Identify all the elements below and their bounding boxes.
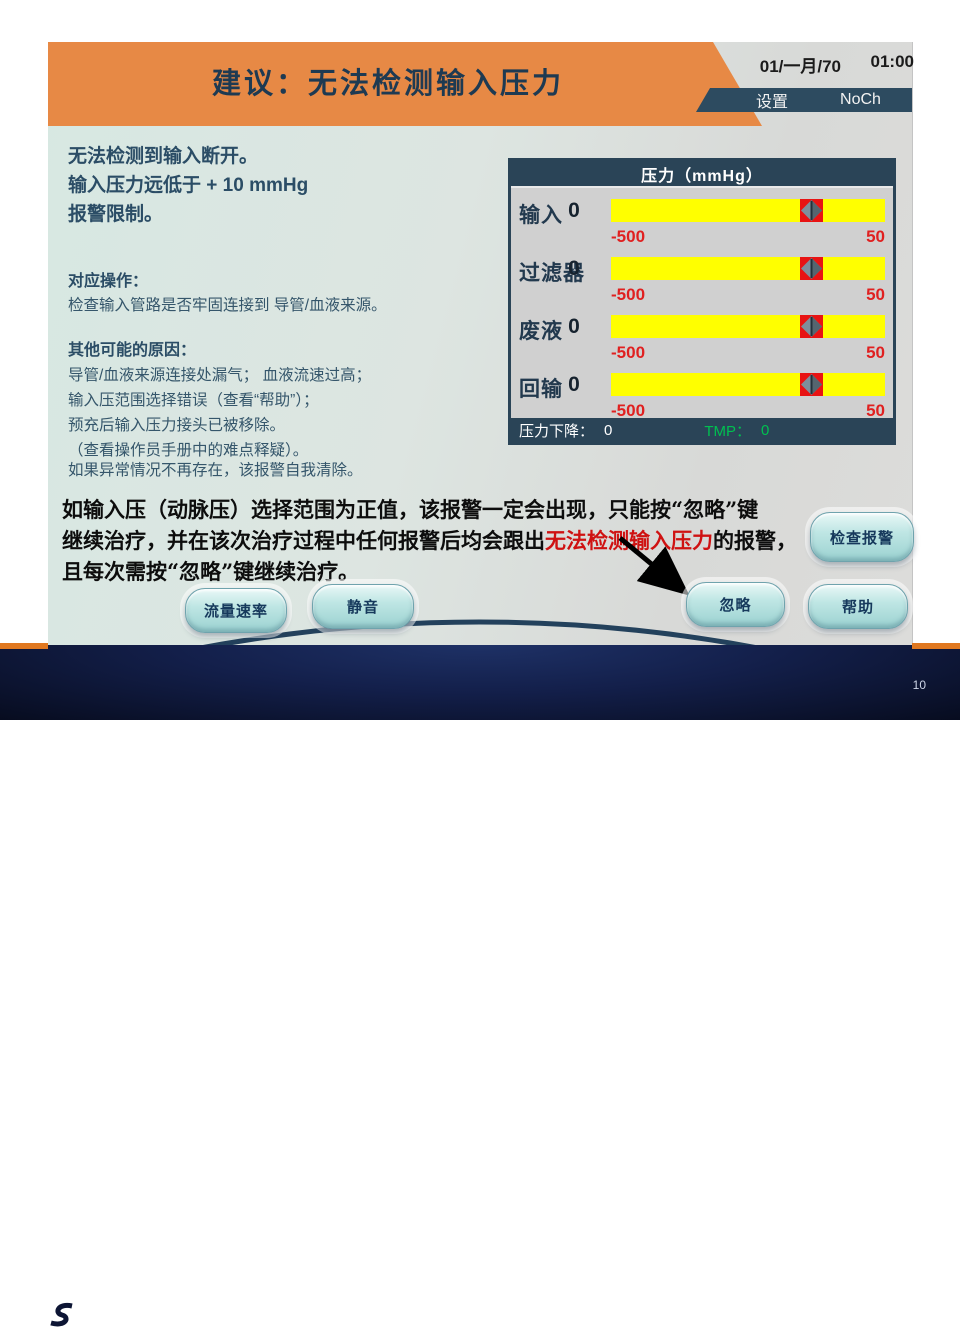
limit-marker-icon — [800, 315, 824, 338]
annotation-line: 如输入压（动脉压）选择范围为正值，该报警一定会出现，只能按“忽略”键 — [62, 497, 759, 522]
cause-line: 导管/血液来源连接处漏气； 血液流速过高； — [68, 367, 372, 384]
pressure-range: -500 50 — [611, 227, 885, 247]
pressure-rows: 输入 0 -500 50 过滤器 0 — [511, 188, 893, 420]
range-max: 50 — [866, 343, 885, 362]
row-value: 0 — [568, 315, 580, 338]
action-block: 对应操作： 检查输入管路是否牢固连接到 导管/血液来源。 — [68, 270, 387, 318]
limit-marker-icon — [800, 199, 824, 222]
annotation-highlight: 无法检测输入压力 — [545, 528, 713, 553]
alarm-title: 建议：无法检测输入压力 — [211, 68, 564, 100]
pressure-row-input: 输入 0 -500 50 — [511, 199, 893, 251]
range-max: 50 — [866, 285, 885, 304]
range-min: -500 — [611, 343, 646, 362]
pressure-bar — [611, 315, 885, 338]
self-clear-note: 如果异常情况不再存在，该报警自我清除。 — [68, 462, 363, 479]
range-max: 50 — [866, 227, 885, 246]
row-label: 废液 — [519, 320, 563, 343]
limit-marker-icon — [800, 257, 824, 280]
range-min: -500 — [611, 401, 646, 420]
annotation-paragraph: 如输入压（动脉压）选择范围为正值，该报警一定会出现，只能按“忽略”键 继续治疗，… — [62, 494, 862, 587]
row-value: 0 — [568, 199, 580, 222]
pressure-bar — [611, 373, 885, 396]
mute-button[interactable]: 静音 — [312, 584, 414, 629]
pressure-row-filter: 过滤器 0 -500 50 — [511, 257, 893, 309]
gambro-logo-icon — [47, 1300, 75, 1328]
pressure-range: -500 50 — [611, 285, 885, 305]
noch-indicator[interactable]: NoCh — [840, 91, 881, 108]
pressure-status-bar: 压力下降： 0 TMP： 0 — [511, 418, 893, 442]
row-label: 回输 — [519, 378, 563, 401]
gambro-logo: GAMBRO ® — [46, 1299, 227, 1333]
help-button[interactable]: 帮助 — [808, 584, 908, 629]
cause-line: 预充后输入压力接头已被移除。 — [68, 417, 286, 434]
footer-band: GAMBRO ® — [0, 645, 960, 1333]
alarm-description: 无法检测到输入断开。 输入压力远低于 + 10 mmHg 报警限制。 — [68, 142, 308, 229]
range-min: -500 — [611, 227, 646, 246]
pressure-panel: 压力（mmHg） 输入 0 -500 50 过滤器 0 — [508, 158, 896, 445]
alarm-banner — [48, 42, 762, 126]
pressure-bar — [611, 257, 885, 280]
settings-bar: 设置 NoCh — [696, 88, 912, 112]
row-label: 过滤器 — [519, 262, 585, 285]
check-alarm-button[interactable]: 检查报警 — [810, 512, 914, 562]
row-value: 0 — [568, 373, 580, 396]
row-label: 输入 — [519, 204, 563, 227]
range-min: -500 — [611, 285, 646, 304]
pressure-range: -500 50 — [611, 343, 885, 363]
tmp-value: 0 — [761, 421, 770, 439]
time-display: 01:00 — [870, 52, 914, 71]
row-value: 0 — [568, 257, 580, 280]
limit-marker-icon — [800, 373, 824, 396]
annotation-line: 且每次需按“忽略”键继续治疗。 — [62, 559, 360, 584]
tmp-label: TMP： — [704, 422, 752, 440]
range-max: 50 — [866, 401, 885, 420]
brand-name: GAMBRO — [80, 1304, 219, 1334]
cause-line: 输入压范围选择错误（查看“帮助”）； — [68, 392, 319, 409]
settings-button[interactable]: 设置 — [756, 94, 789, 111]
pressure-row-return: 回输 0 -500 50 — [511, 373, 893, 425]
pressure-drop-label: 压力下降： — [519, 422, 595, 440]
annotation-line: 继续治疗，并在该次治疗过程中任何报警后均会跟出无法检测输入压力的报警， — [62, 528, 797, 553]
causes-block: 其他可能的原因： 导管/血液来源连接处漏气； 血液流速过高； 输入压范围选择错误… — [68, 338, 371, 463]
alarm-line: 无法检测到输入断开。 — [68, 146, 259, 167]
pressure-panel-title: 压力（mmHg） — [511, 161, 893, 188]
causes-title: 其他可能的原因： — [68, 342, 197, 359]
pressure-drop-value: 0 — [604, 421, 613, 439]
page-number: 10 — [912, 678, 926, 692]
accent-line — [0, 643, 48, 649]
accent-line — [912, 643, 960, 649]
action-title: 对应操作： — [68, 273, 149, 290]
alarm-line: 报警限制。 — [68, 204, 164, 225]
date-display: 01/一月/70 — [759, 57, 841, 76]
alarm-line: 输入压力远低于 + 10 mmHg — [68, 175, 309, 196]
pressure-range: -500 50 — [611, 401, 885, 421]
slide-content: 建议：无法检测输入压力 01/一月/70 01:00 设置 NoCh 无法检测到… — [48, 42, 914, 687]
action-line: 检查输入管路是否牢固连接到 导管/血液来源。 — [68, 297, 387, 314]
pressure-bar — [611, 199, 885, 222]
registered-mark: ® — [220, 1323, 227, 1333]
ignore-button[interactable]: 忽略 — [686, 582, 785, 627]
flow-rate-button[interactable]: 流量速率 — [185, 588, 287, 633]
pressure-row-effluent: 废液 0 -500 50 — [511, 315, 893, 367]
cause-line: （查看操作员手册中的难点释疑）。 — [68, 442, 309, 459]
